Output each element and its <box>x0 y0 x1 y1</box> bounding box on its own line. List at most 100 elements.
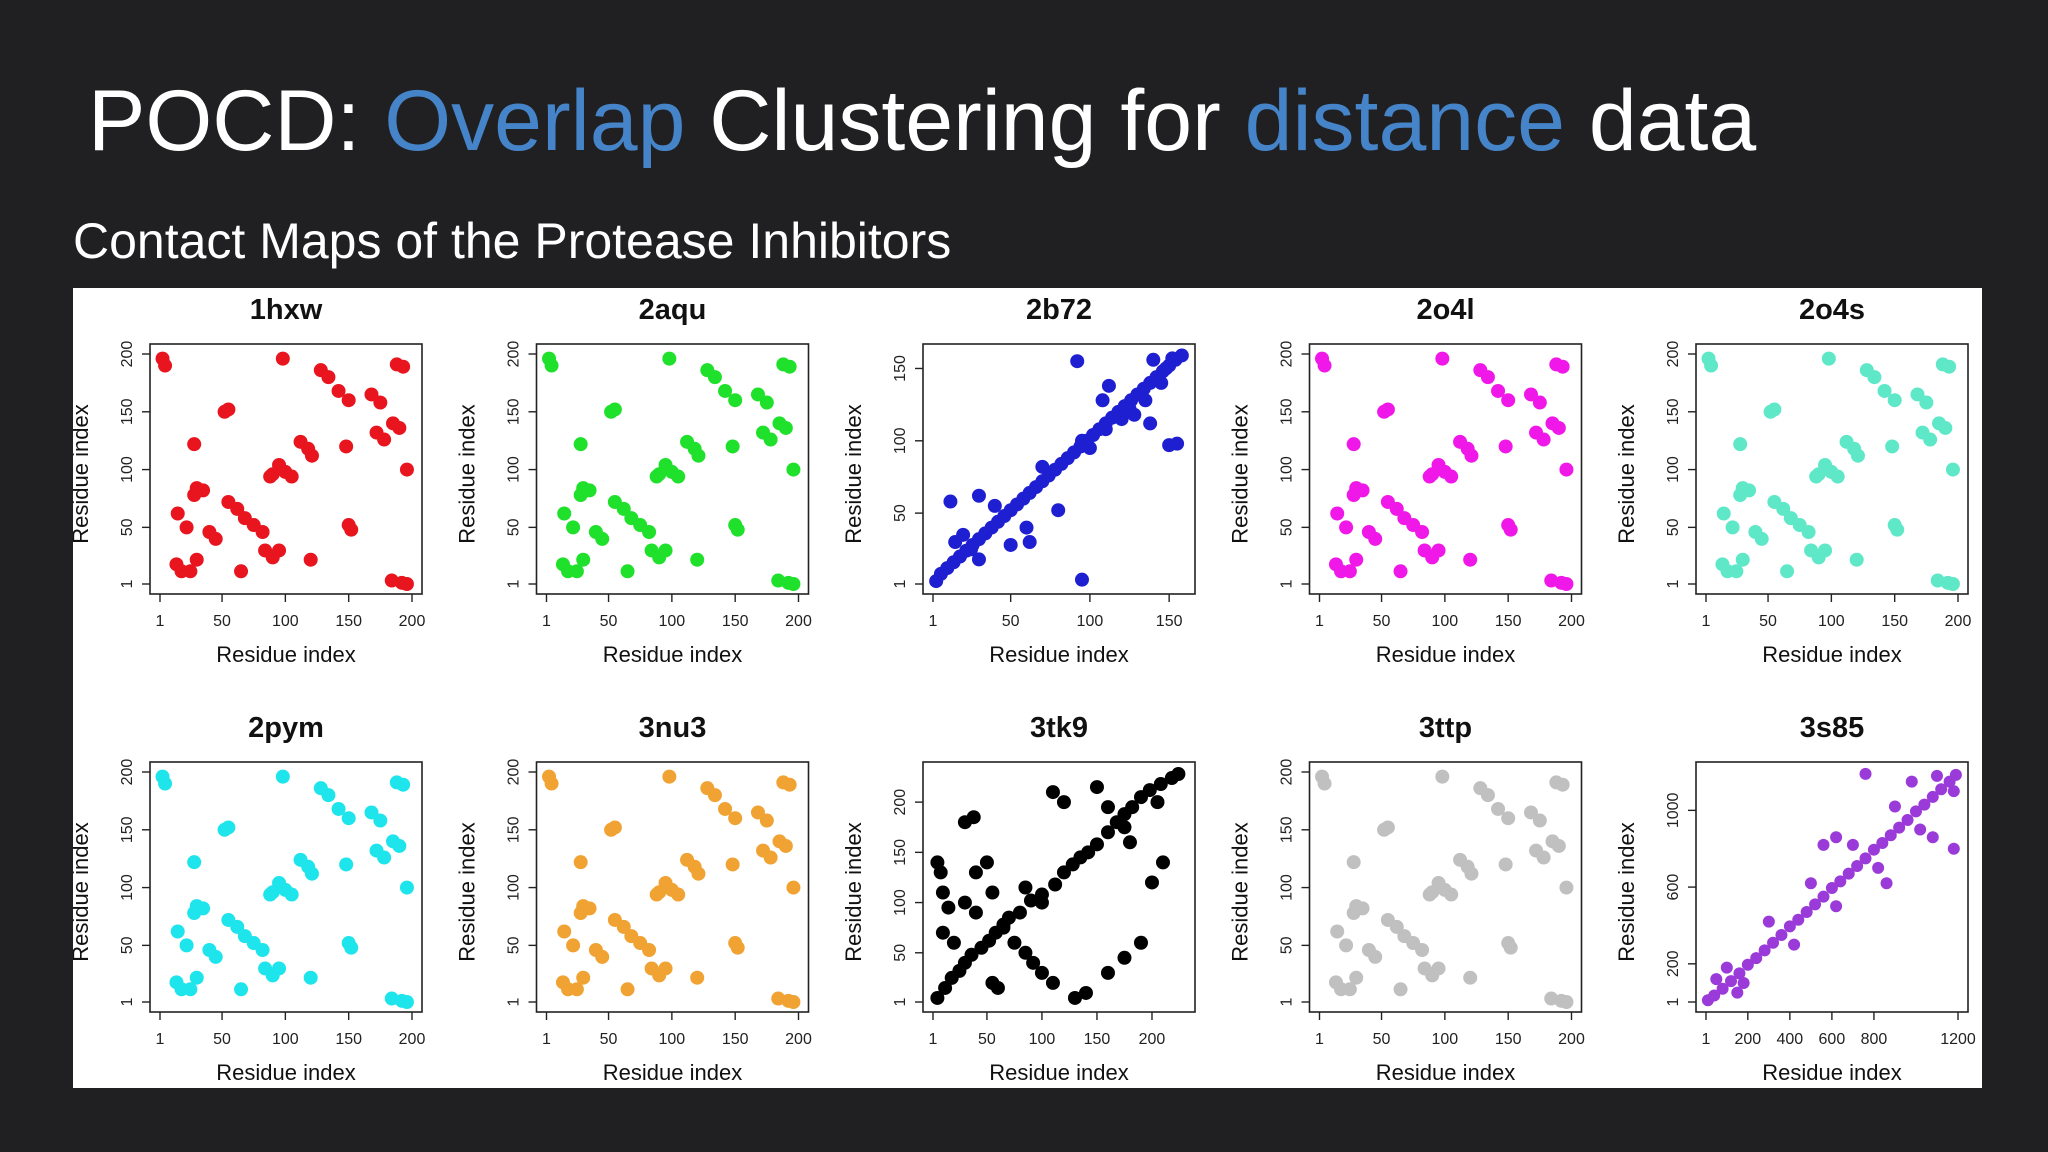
x-tick-label: 200 <box>785 613 812 630</box>
data-point <box>392 838 407 853</box>
data-point <box>573 437 588 452</box>
data-point <box>1023 893 1038 908</box>
x-tick-label: 50 <box>600 1031 618 1048</box>
data-point <box>1122 401 1137 416</box>
data-point <box>1501 393 1516 408</box>
data-point <box>344 940 359 955</box>
x-tick-label: 50 <box>600 613 618 630</box>
data-point <box>1368 531 1383 546</box>
data-point <box>730 522 745 537</box>
x-tick-label: 1 <box>542 1031 551 1048</box>
title-middle: Clustering for <box>685 73 1245 169</box>
y-tick-label: 100 <box>1279 456 1296 483</box>
data-point <box>1800 906 1813 919</box>
y-tick-label: 50 <box>119 936 136 954</box>
data-point <box>649 887 664 902</box>
data-point <box>158 776 173 791</box>
y-tick-label: 1 <box>892 997 909 1006</box>
data-point <box>544 358 559 373</box>
data-point <box>1154 375 1169 390</box>
data-point <box>1018 945 1033 960</box>
data-point <box>1349 481 1364 496</box>
data-point <box>1877 383 1892 398</box>
data-point <box>728 811 743 826</box>
data-point <box>1536 432 1551 447</box>
y-tick-label: 1 <box>119 997 136 1006</box>
y-tick-label: 100 <box>1279 874 1296 901</box>
x-tick-label: 100 <box>659 613 686 630</box>
y-tick-label: 200 <box>119 759 136 786</box>
data-point <box>1144 875 1159 890</box>
x-tick-label: 50 <box>1002 613 1020 630</box>
y-tick-label: 50 <box>1665 518 1682 536</box>
x-tick-label: 150 <box>1495 613 1522 630</box>
data-point <box>1158 361 1173 376</box>
data-point <box>607 820 622 835</box>
x-tick-label: 600 <box>1819 1031 1846 1048</box>
data-point <box>221 402 236 417</box>
data-point <box>544 776 559 791</box>
data-point <box>971 552 986 567</box>
x-tick-label: 50 <box>978 1031 996 1048</box>
y-axis-label: Residue index <box>1614 404 1639 543</box>
y-tick-label: 100 <box>506 456 523 483</box>
data-point <box>1480 370 1495 385</box>
data-point <box>189 481 204 496</box>
y-tick-label: 150 <box>1665 398 1682 425</box>
data-point <box>1884 829 1897 842</box>
data-point <box>1885 439 1900 454</box>
y-axis-label: Residue index <box>73 822 93 961</box>
data-point <box>576 899 591 914</box>
data-point <box>321 788 336 803</box>
data-point <box>1056 795 1071 810</box>
data-point <box>1133 935 1148 950</box>
data-point <box>1444 469 1459 484</box>
y-tick-label: 150 <box>892 355 909 382</box>
data-point <box>1389 501 1404 516</box>
data-point <box>1876 836 1889 849</box>
y-tick-label: 150 <box>119 816 136 843</box>
data-point <box>1435 769 1450 784</box>
data-point <box>690 970 705 985</box>
data-point <box>1330 506 1345 521</box>
data-point <box>1491 383 1506 398</box>
data-point <box>1817 838 1830 851</box>
y-tick-label: 200 <box>892 789 909 816</box>
slide-subtitle: Contact Maps of the Protease Inhibitors <box>73 213 952 269</box>
data-point <box>234 564 249 579</box>
x-tick-label: 400 <box>1777 1031 1804 1048</box>
data-point <box>956 527 971 542</box>
data-point <box>1949 768 1962 781</box>
data-point <box>1007 935 1022 950</box>
data-point <box>1532 395 1547 410</box>
data-point <box>1846 838 1859 851</box>
data-point <box>263 887 278 902</box>
data-point <box>1349 552 1364 567</box>
y-tick-label: 1 <box>1279 579 1296 588</box>
x-axis-label: Residue index <box>603 642 742 667</box>
data-point <box>1155 855 1170 870</box>
data-point <box>725 857 740 872</box>
data-point <box>272 543 287 558</box>
data-point <box>642 524 657 539</box>
data-point <box>1754 531 1769 546</box>
x-tick-label: 1 <box>929 1031 938 1048</box>
data-point <box>1780 564 1795 579</box>
data-point <box>1708 989 1721 1002</box>
x-axis-label: Residue index <box>603 1060 742 1085</box>
data-point <box>1045 975 1060 990</box>
data-point <box>1480 788 1495 803</box>
data-point <box>979 855 994 870</box>
data-point <box>782 359 797 374</box>
y-tick-label: 1 <box>1665 579 1682 588</box>
data-point <box>399 880 414 895</box>
data-point <box>1725 520 1740 535</box>
y-tick-label: 50 <box>1279 518 1296 536</box>
data-point <box>1082 441 1097 456</box>
data-point <box>1872 861 1885 874</box>
data-point <box>1339 938 1354 953</box>
data-point <box>1821 351 1836 366</box>
y-tick-label: 150 <box>506 816 523 843</box>
data-point <box>189 552 204 567</box>
